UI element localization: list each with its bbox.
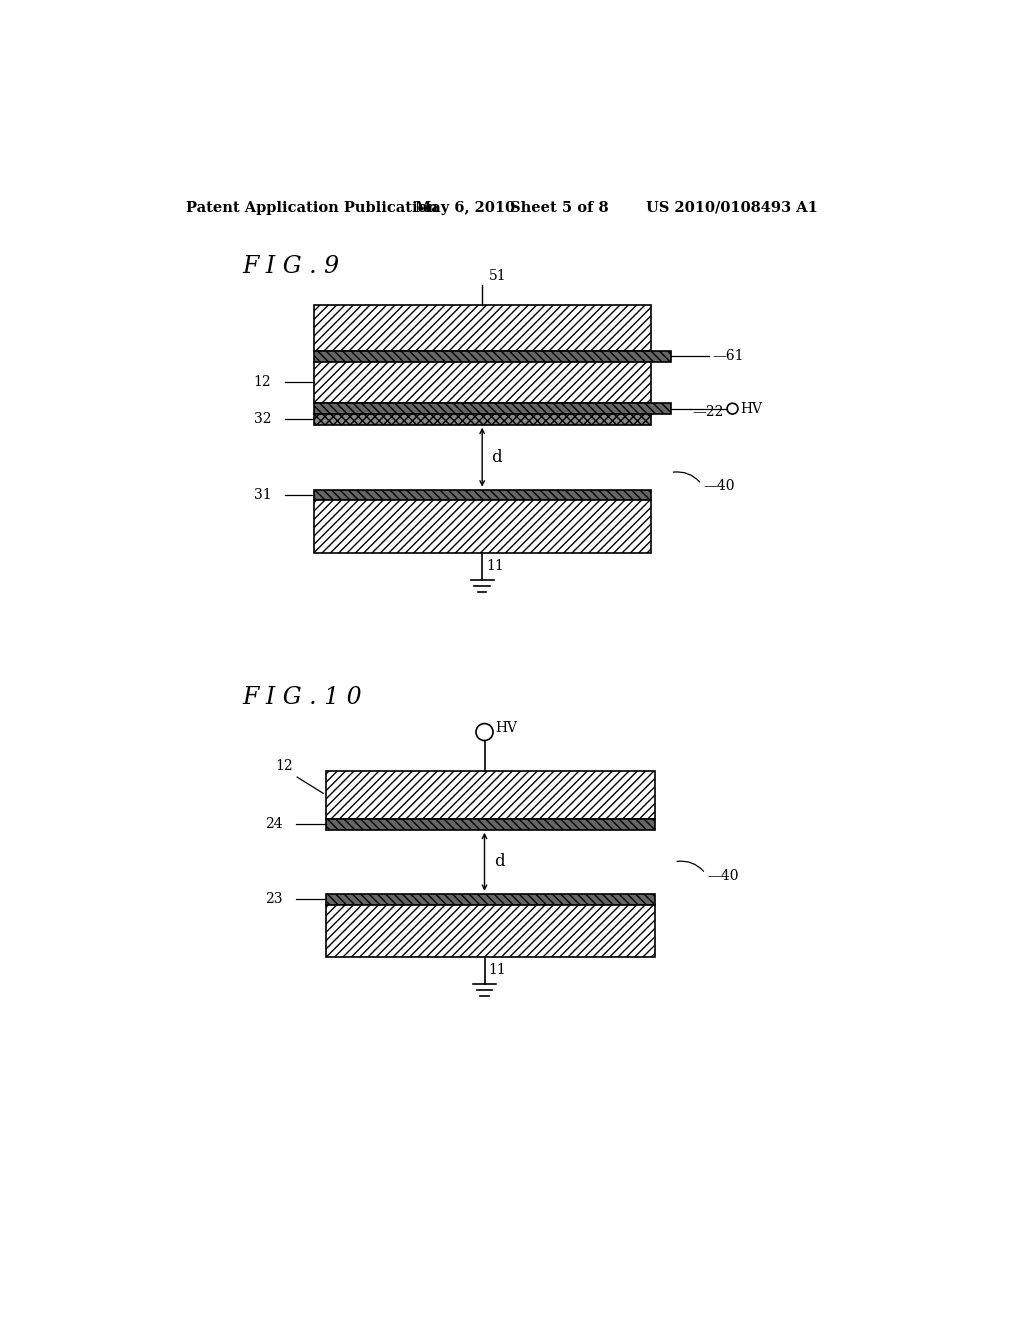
- Text: 11: 11: [486, 558, 504, 573]
- Bar: [314, 351, 671, 362]
- Text: Sheet 5 of 8: Sheet 5 of 8: [510, 201, 608, 215]
- Text: 11: 11: [488, 964, 506, 977]
- Text: 51: 51: [488, 269, 506, 284]
- Bar: [314, 414, 651, 425]
- Text: d: d: [494, 853, 505, 870]
- Bar: [314, 490, 651, 500]
- Bar: [326, 771, 655, 818]
- Bar: [314, 362, 651, 404]
- Text: —22: —22: [692, 405, 724, 418]
- Text: 24: 24: [265, 817, 283, 832]
- Text: —40: —40: [708, 869, 739, 883]
- Bar: [314, 500, 651, 553]
- Text: F I G . 9: F I G . 9: [243, 255, 340, 277]
- Text: US 2010/0108493 A1: US 2010/0108493 A1: [646, 201, 817, 215]
- Text: 31: 31: [254, 488, 271, 502]
- Text: F I G . 1 0: F I G . 1 0: [243, 686, 362, 709]
- Bar: [314, 305, 651, 351]
- Text: —40: —40: [703, 479, 735, 494]
- Bar: [326, 904, 655, 957]
- Text: Patent Application Publication: Patent Application Publication: [186, 201, 438, 215]
- Bar: [314, 404, 671, 414]
- Text: d: d: [492, 449, 502, 466]
- Text: 12: 12: [254, 375, 271, 389]
- Bar: [326, 818, 655, 830]
- Bar: [326, 894, 655, 904]
- Text: HV: HV: [740, 401, 762, 416]
- Text: May 6, 2010: May 6, 2010: [415, 201, 515, 215]
- Text: HV: HV: [496, 721, 517, 735]
- Text: 23: 23: [265, 892, 283, 906]
- Text: 12: 12: [275, 759, 293, 774]
- Text: —61: —61: [713, 350, 743, 363]
- Text: 32: 32: [254, 412, 271, 426]
